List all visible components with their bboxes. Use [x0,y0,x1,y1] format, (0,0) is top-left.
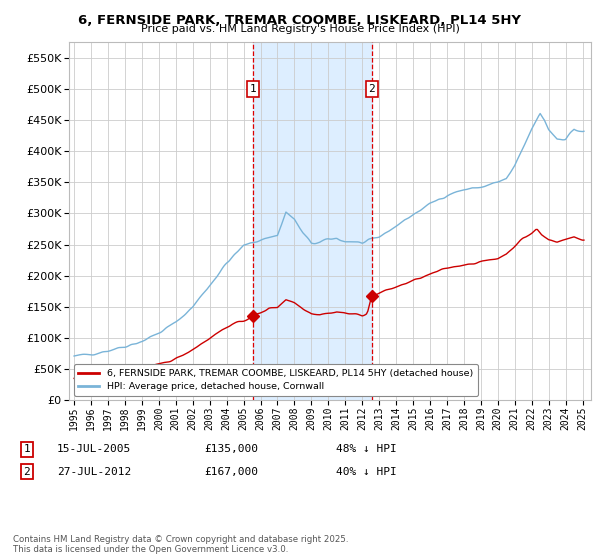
Text: 6, FERNSIDE PARK, TREMAR COOMBE, LISKEARD, PL14 5HY: 6, FERNSIDE PARK, TREMAR COOMBE, LISKEAR… [79,14,521,27]
Text: £167,000: £167,000 [204,466,258,477]
Text: 15-JUL-2005: 15-JUL-2005 [57,444,131,454]
Text: 1: 1 [250,84,256,94]
Text: 2: 2 [23,466,31,477]
Text: 2: 2 [368,84,375,94]
Text: 1: 1 [23,444,31,454]
Text: Price paid vs. HM Land Registry's House Price Index (HPI): Price paid vs. HM Land Registry's House … [140,24,460,34]
Text: 40% ↓ HPI: 40% ↓ HPI [336,466,397,477]
Text: Contains HM Land Registry data © Crown copyright and database right 2025.
This d: Contains HM Land Registry data © Crown c… [13,535,349,554]
Text: £135,000: £135,000 [204,444,258,454]
Text: 27-JUL-2012: 27-JUL-2012 [57,466,131,477]
Legend: 6, FERNSIDE PARK, TREMAR COOMBE, LISKEARD, PL14 5HY (detached house), HPI: Avera: 6, FERNSIDE PARK, TREMAR COOMBE, LISKEAR… [74,365,478,396]
Bar [253,42,371,400]
Text: 48% ↓ HPI: 48% ↓ HPI [336,444,397,454]
